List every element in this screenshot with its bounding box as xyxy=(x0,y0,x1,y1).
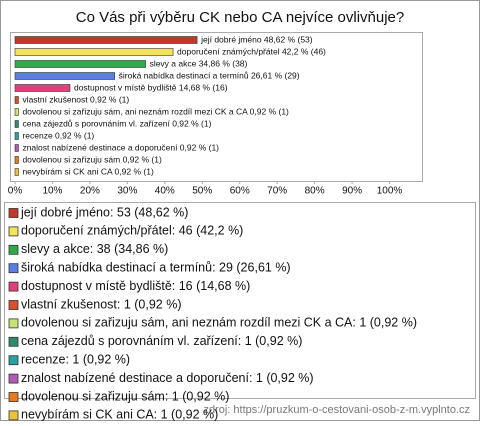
x-tick-label: 100% xyxy=(377,186,403,197)
data-label: dovolenou si zařizuju sám 0,92 % (1) xyxy=(22,154,162,164)
legend-label: slevy a akce: 38 (34,86 %) xyxy=(21,242,168,256)
legend-swatch xyxy=(8,226,19,237)
legend-swatch xyxy=(8,355,19,366)
bar xyxy=(14,60,146,68)
legend-label: recenze: 1 (0,92 %) xyxy=(21,352,130,366)
legend-label: nevybírám si CK ani CA: 1 (0,92 %) xyxy=(21,408,218,421)
legend-swatch xyxy=(8,373,19,384)
data-label: vlastní zkušenost 0,92 % (1) xyxy=(22,94,129,104)
legend-label: znalost nabízené destinace a doporučení:… xyxy=(21,371,314,385)
data-label: dostupnost v místě bydliště 14,68 % (16) xyxy=(74,82,228,92)
legend-label: široká nabídka destinací a termínů: 29 (… xyxy=(21,260,291,274)
legend-swatch xyxy=(8,318,19,329)
x-tick-label: 60% xyxy=(230,186,250,197)
data-label: recenze 0,92 % (1) xyxy=(22,130,94,140)
data-label: cena zájezdů s porovnáním vl. zařízení 0… xyxy=(22,118,211,128)
plot-frame xyxy=(10,32,423,182)
bar xyxy=(14,156,19,164)
x-tick-label: 50% xyxy=(192,186,212,197)
data-label: slevy a akce 34,86 % (38) xyxy=(150,58,248,68)
legend-swatch xyxy=(8,410,19,421)
source: zdroj: https://pruzkum-o-cestovani-osob-… xyxy=(203,404,470,416)
legend-label: dovolenou si zařizuju sám: 1 (0,92 %) xyxy=(21,389,229,403)
x-tick-label: 40% xyxy=(155,186,175,197)
legend-label: vlastní zkušenost: 1 (0,92 %) xyxy=(21,297,182,311)
legend-frame xyxy=(4,202,476,399)
bar xyxy=(14,48,174,56)
legend-swatch xyxy=(8,336,19,347)
x-tick-label: 20% xyxy=(80,186,100,197)
data-label: doporučení známých/přátel 42,2 % (46) xyxy=(177,46,326,56)
legend-label: cena zájezdů s porovnáním vl. zařízení: … xyxy=(21,334,302,348)
bar xyxy=(14,96,19,104)
bar xyxy=(14,84,71,92)
legend-label: dostupnost v místě bydliště: 16 (14,68 %… xyxy=(21,279,250,293)
bar xyxy=(14,120,19,128)
data-label: znalost nabízené destinace a doporučení … xyxy=(22,142,219,152)
legend-swatch xyxy=(8,244,19,255)
legend-swatch xyxy=(8,208,19,218)
bar xyxy=(14,72,115,80)
legend-label: její dobré jméno: 53 (48,62 %) xyxy=(20,205,188,219)
x-tick-label: 90% xyxy=(342,186,362,197)
bar xyxy=(14,108,19,116)
chart-title: Co Vás při výběru CK nebo CA nejvíce ovl… xyxy=(76,9,405,26)
bar xyxy=(14,132,19,140)
bar xyxy=(14,168,19,176)
data-label: široká nabídka destinací a termínů 26,61… xyxy=(119,70,300,80)
legend-swatch xyxy=(8,392,19,402)
x-tick-label: 0% xyxy=(8,186,23,197)
data-label: dovolenou si zařizuju sám, ani neznám ro… xyxy=(22,106,289,116)
data-label: její dobré jméno 48,62 % (53) xyxy=(200,34,313,44)
x-tick-label: 30% xyxy=(117,186,137,197)
x-tick-label: 70% xyxy=(267,186,287,197)
legend-swatch xyxy=(8,263,19,274)
x-tick-label: 80% xyxy=(305,186,325,197)
x-tick-label: 10% xyxy=(42,186,62,197)
legend-label: dovolenou si zařizuju sám, ani neznám ro… xyxy=(21,316,417,330)
legend-swatch xyxy=(8,300,19,310)
data-label: nevybírám si CK ani CA 0,92 % (1) xyxy=(22,166,154,176)
bar xyxy=(14,144,19,152)
bar xyxy=(14,36,198,44)
legend-label: doporučení známých/přátel: 46 (42,2 %) xyxy=(21,224,243,238)
legend-swatch xyxy=(8,281,19,292)
